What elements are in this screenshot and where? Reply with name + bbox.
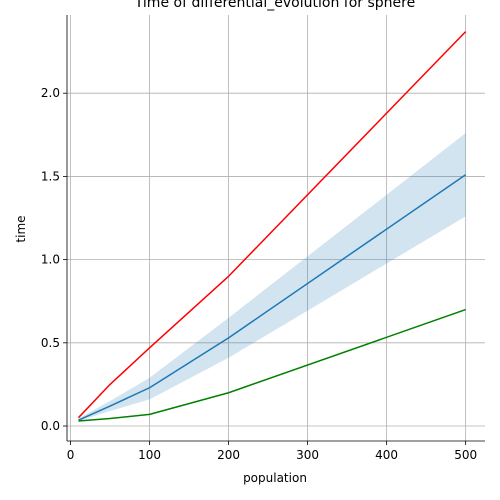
x-tick-label: 500 [454,448,477,462]
x-tick-label: 400 [375,448,398,462]
tick-labels: 0 100 200 300 400 500 0.0 0.5 1.0 1.5 2.0 [41,86,477,462]
x-tick-label: 100 [138,448,161,462]
axes [63,15,485,445]
series-1-line [78,174,467,421]
x-tick-label: 0 [67,448,75,462]
y-tick-label: 0.5 [41,336,60,350]
chart-title: Time of differential_evolution for spher… [134,0,415,11]
x-tick-label: 300 [296,448,319,462]
y-tick-label: 1.5 [41,169,60,183]
series-0-line [77,31,467,419]
x-tick-label: 200 [217,448,240,462]
series-lines [77,31,467,422]
y-tick-label: 0.0 [41,419,60,433]
series-2-line [78,308,466,422]
grid [67,15,485,441]
y-tick-label: 2.0 [41,86,60,100]
y-axis-label: time [14,215,28,242]
y-tick-label: 1.0 [41,253,60,267]
x-axis-label: population [243,471,307,485]
